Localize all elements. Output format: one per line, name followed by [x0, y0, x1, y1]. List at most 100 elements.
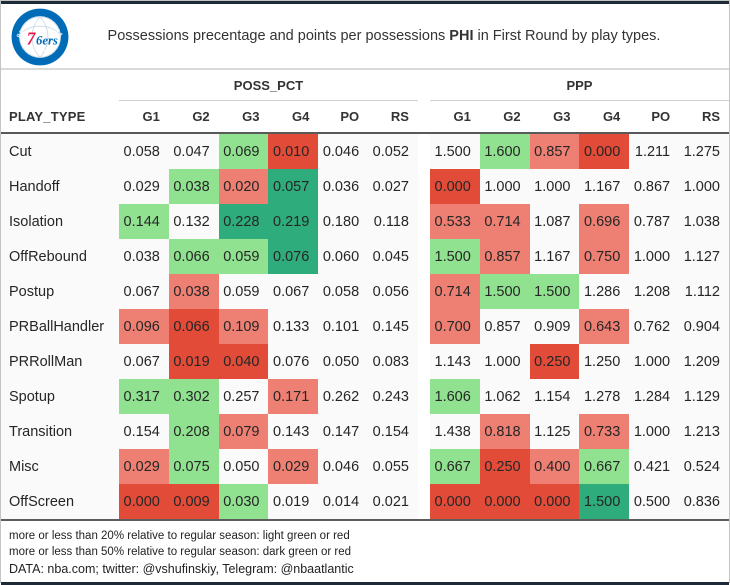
- value-cell: 1.000: [629, 414, 680, 449]
- table-row: Isolation 0.144 0.132 0.228 0.219 0.180 0.118 0…: [1, 204, 729, 239]
- value-cell: 0.020: [218, 169, 269, 204]
- top-rule: [1, 1, 729, 4]
- value-cell: 1.250: [579, 344, 630, 379]
- value-cell: 0.050: [218, 449, 269, 484]
- header: PHILADELPHIA ★ ★ ★ ★ ★ ★ ★ 7 6ers Posses…: [1, 4, 729, 68]
- play-type-cell: Spotup: [1, 379, 119, 414]
- value-cell: 0.030: [218, 484, 269, 519]
- value-cell: 0.667: [579, 449, 630, 484]
- value-cell: 0.056: [368, 274, 418, 309]
- value-cell: 0.733: [579, 414, 630, 449]
- value-cell: 1.062: [479, 379, 530, 414]
- value-cell: 0.787: [629, 204, 680, 239]
- value-cell: 0.000: [429, 169, 480, 204]
- value-cell: 0.696: [579, 204, 630, 239]
- value-cell: 0.027: [368, 169, 418, 204]
- page-title: Possessions precentage and points per po…: [69, 28, 719, 44]
- value-cell: 0.836: [679, 484, 729, 519]
- spanner-spacer: [1, 70, 119, 101]
- value-cell: 0.867: [629, 169, 680, 204]
- gap-cell: [417, 133, 430, 169]
- group-gap: [418, 70, 430, 101]
- title-pre: Possessions precentage and points per po…: [107, 28, 450, 44]
- value-cell: 1.209: [679, 344, 729, 379]
- value-cell: 0.500: [629, 484, 680, 519]
- play-type-cell: Postup: [1, 274, 119, 309]
- column-header: G2: [479, 100, 530, 134]
- value-cell: 0.021: [368, 484, 418, 519]
- value-cell: 0.036: [318, 169, 369, 204]
- column-header: G1: [429, 100, 480, 134]
- value-cell: 0.250: [479, 449, 530, 484]
- play-type-cell: PRBallHandler: [1, 309, 119, 344]
- value-cell: 0.066: [168, 239, 219, 274]
- column-header: G3: [218, 100, 269, 134]
- column-header: RS: [368, 100, 418, 134]
- play-type-cell: Isolation: [1, 204, 119, 239]
- value-cell: 1.500: [429, 133, 480, 169]
- value-cell: 0.909: [529, 309, 580, 344]
- gap-cell: [417, 274, 430, 309]
- value-cell: 0.096: [119, 309, 169, 344]
- group-header-poss-pct: POSS_PCT: [119, 70, 418, 101]
- table-body: Cut 0.058 0.047 0.069 0.010 0.046 0.052 1.500 1.…: [1, 133, 729, 519]
- value-cell: 1.000: [629, 344, 680, 379]
- value-cell: 1.600: [479, 133, 530, 169]
- title-team: PHI: [449, 28, 474, 44]
- value-cell: 0.057: [268, 169, 319, 204]
- value-cell: 0.058: [318, 274, 369, 309]
- value-cell: 0.643: [579, 309, 630, 344]
- value-cell: 1.000: [679, 169, 729, 204]
- value-cell: 0.083: [368, 344, 418, 379]
- value-cell: 1.154: [529, 379, 580, 414]
- play-type-cell: Misc: [1, 449, 119, 484]
- table-row: Postup 0.067 0.038 0.059 0.067 0.058 0.056 0.71…: [1, 274, 729, 309]
- value-cell: 0.818: [479, 414, 530, 449]
- value-cell: 0.524: [679, 449, 729, 484]
- value-cell: 0.058: [119, 133, 169, 169]
- column-header: G1: [119, 100, 169, 134]
- value-cell: 0.047: [168, 133, 219, 169]
- value-cell: 1.087: [529, 204, 580, 239]
- value-cell: 0.144: [119, 204, 169, 239]
- value-cell: 0.014: [318, 484, 369, 519]
- value-cell: 1.438: [429, 414, 480, 449]
- value-cell: 0.118: [368, 204, 418, 239]
- value-cell: 0.857: [529, 133, 580, 169]
- legend-20pct: more or less than 20% relative to regula…: [9, 530, 350, 542]
- play-type-cell: OffRebound: [1, 239, 119, 274]
- value-cell: 0.038: [119, 239, 169, 274]
- value-cell: 0.208: [168, 414, 219, 449]
- value-cell: 0.257: [218, 379, 269, 414]
- value-cell: 0.045: [368, 239, 418, 274]
- table-row: Transition 0.154 0.208 0.079 0.143 0.147 0.154…: [1, 414, 729, 449]
- value-cell: 1.000: [529, 169, 580, 204]
- value-cell: 0.029: [119, 169, 169, 204]
- value-cell: 0.000: [119, 484, 169, 519]
- gap-cell: [417, 344, 430, 379]
- value-cell: 0.075: [168, 449, 219, 484]
- value-cell: 0.317: [119, 379, 169, 414]
- value-cell: 1.000: [629, 239, 680, 274]
- table-row: Spotup 0.317 0.302 0.257 0.171 0.262 0.243 1.60…: [1, 379, 729, 414]
- value-cell: 0.040: [218, 344, 269, 379]
- value-cell: 0.000: [429, 484, 480, 519]
- footer: more or less than 20% relative to regula…: [1, 521, 729, 582]
- table-row: OffRebound 0.038 0.066 0.059 0.076 0.060 0.045…: [1, 239, 729, 274]
- value-cell: 1.208: [629, 274, 680, 309]
- value-cell: 0.055: [368, 449, 418, 484]
- value-cell: 1.211: [629, 133, 680, 169]
- table-row: PRBallHandler 0.096 0.066 0.109 0.133 0.101 0.…: [1, 309, 729, 344]
- column-header: RS: [679, 100, 729, 134]
- table-row: Cut 0.058 0.047 0.069 0.010 0.046 0.052 1.500 1.…: [1, 133, 729, 169]
- gap-cell: [417, 449, 430, 484]
- value-cell: 0.069: [218, 133, 269, 169]
- column-header: G3: [529, 100, 580, 134]
- table-row: Handoff 0.029 0.038 0.020 0.057 0.036 0.027 0.0…: [1, 169, 729, 204]
- value-cell: 0.228: [218, 204, 269, 239]
- play-type-table: POSS_PCT PPP PLAY_TYPE G1 G2 G3 G4 PO RS…: [1, 70, 729, 519]
- group-header-row: POSS_PCT PPP: [1, 70, 729, 101]
- column-header: PO: [318, 100, 369, 134]
- table-row: PRRollMan 0.067 0.019 0.040 0.076 0.050 0.083 1…: [1, 344, 729, 379]
